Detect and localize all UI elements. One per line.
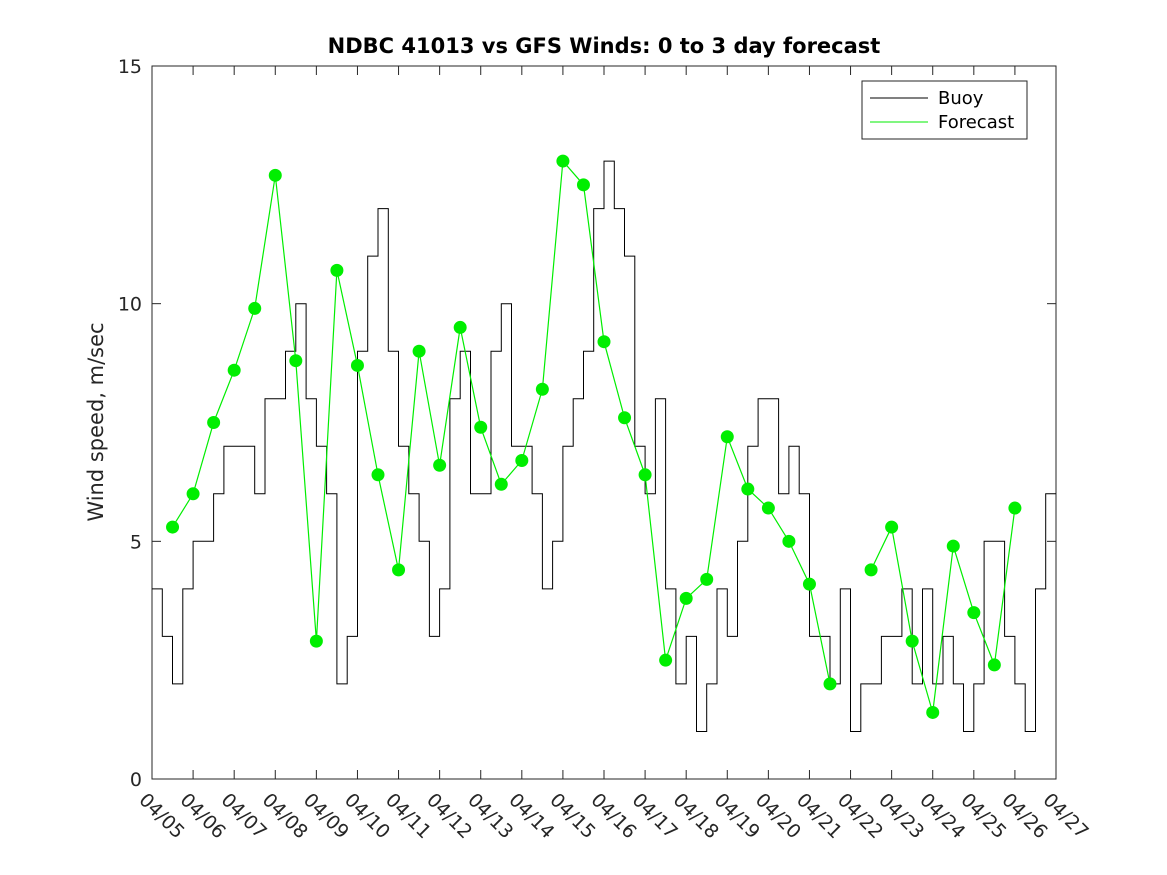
forecast-point — [576, 178, 590, 192]
x-tick-label: 04/20 — [751, 789, 805, 843]
x-tick-label: 04/22 — [833, 789, 887, 843]
x-tick-label: 04/12 — [422, 789, 476, 843]
forecast-point — [946, 539, 960, 553]
x-tick-label: 04/09 — [299, 789, 353, 843]
forecast-point — [371, 468, 385, 482]
legend: Buoy Forecast — [861, 80, 1028, 140]
forecast-point — [433, 458, 447, 472]
forecast-point — [905, 634, 919, 648]
forecast-point — [802, 577, 816, 591]
chart-title: NDBC 41013 vs GFS Winds: 0 to 3 day fore… — [328, 34, 881, 58]
forecast-point — [453, 320, 467, 334]
y-axis-label: Wind speed, m/sec — [84, 322, 108, 521]
x-tick-label: 04/24 — [915, 789, 969, 843]
forecast-point — [782, 534, 796, 548]
forecast-point — [330, 263, 344, 277]
forecast-point — [700, 572, 714, 586]
forecast-point — [967, 606, 981, 620]
x-tick-label: 04/10 — [340, 789, 394, 843]
x-tick-label: 04/16 — [586, 789, 640, 843]
forecast-point — [659, 653, 673, 667]
forecast-point — [741, 482, 755, 496]
forecast-point — [885, 520, 899, 534]
buoy-series — [152, 160, 1056, 732]
y-tick-label: 10 — [118, 294, 142, 316]
forecast-point — [186, 487, 200, 501]
forecast-point — [494, 477, 508, 491]
legend-label-buoy: Buoy — [938, 88, 984, 109]
forecast-point — [207, 416, 221, 429]
forecast-point — [166, 520, 180, 534]
x-tick-label: 04/08 — [258, 789, 312, 843]
plot-area — [151, 65, 1057, 780]
forecast-point — [597, 335, 611, 349]
x-tick-label: 04/27 — [1038, 789, 1092, 843]
forecast-point — [556, 154, 570, 168]
forecast-point — [926, 705, 940, 719]
forecast-point — [1008, 501, 1022, 515]
x-tick-label: 04/06 — [176, 789, 230, 843]
forecast-point — [638, 468, 652, 482]
x-tick-label: 04/25 — [956, 789, 1010, 843]
legend-box — [861, 80, 1028, 140]
forecast-point — [309, 634, 323, 648]
y-tick-label: 0 — [130, 769, 142, 791]
x-tick-label: 04/23 — [874, 789, 928, 843]
forecast-point — [720, 430, 734, 444]
forecast-point — [412, 344, 426, 358]
x-tick-label: 04/21 — [792, 789, 846, 843]
x-tick-label: 04/05 — [134, 789, 188, 843]
x-tick-label: 04/15 — [545, 789, 599, 843]
x-tick-label: 04/19 — [710, 789, 764, 843]
forecast-point — [515, 454, 529, 468]
forecast-point — [392, 563, 406, 577]
x-tick-label: 04/18 — [669, 789, 723, 843]
forecast-point — [227, 363, 241, 377]
forecast-point — [474, 420, 488, 434]
forecast-point — [987, 658, 1001, 672]
forecast-point — [823, 677, 837, 691]
forecast-point — [679, 591, 693, 605]
x-tick-label: 04/14 — [504, 789, 558, 843]
y-tick-label: 15 — [118, 56, 142, 78]
x-tick-label: 04/13 — [463, 789, 517, 843]
forecast-point — [864, 563, 878, 577]
x-tick-label: 04/26 — [997, 789, 1051, 843]
legend-label-forecast: Forecast — [938, 112, 1014, 133]
buoy-line — [152, 160, 1056, 732]
x-tick-label: 04/11 — [381, 789, 435, 843]
forecast-point — [248, 301, 262, 315]
forecast-point — [761, 501, 775, 515]
forecast-point — [268, 168, 282, 182]
x-tick-label: 04/07 — [217, 789, 271, 843]
y-axis: 0 5 10 15 — [118, 56, 1056, 791]
forecast-point — [618, 411, 632, 425]
forecast-point — [289, 354, 303, 368]
forecast-point — [350, 358, 364, 372]
forecast-point — [535, 382, 549, 396]
y-tick-label: 5 — [130, 531, 142, 553]
forecast-markers — [166, 154, 1022, 719]
x-tick-label: 04/17 — [628, 789, 682, 843]
